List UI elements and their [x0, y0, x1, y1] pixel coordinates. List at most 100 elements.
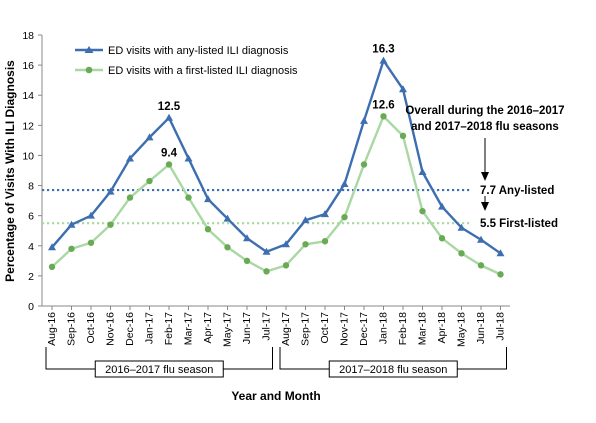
data-point-circle	[126, 194, 134, 201]
reference-line-label: 7.7 Any-listed	[480, 185, 554, 197]
x-tick-label: Dec-16	[124, 312, 136, 346]
y-tick-label: 2	[28, 271, 34, 283]
y-tick-label: 18	[22, 30, 34, 42]
x-tick-label: Feb-18	[397, 312, 409, 345]
y-tick-label: 6	[28, 211, 34, 223]
data-point-circle	[87, 239, 95, 246]
x-tick-label: Nov-16	[105, 312, 117, 346]
season-bracket-label-box	[94, 360, 224, 378]
data-point-triangle	[282, 240, 290, 248]
legend: ED visits with any-listed ILI diagnosis …	[75, 45, 298, 77]
season-bracket-label: 2016–2017 flu season	[105, 364, 213, 376]
x-tick-label: Dec-17	[358, 312, 370, 346]
x-tick-label: Apr-18	[436, 312, 448, 344]
data-point-circle	[458, 250, 465, 257]
data-point-triangle	[301, 216, 310, 224]
data-point-circle	[302, 241, 309, 248]
data-point-triangle	[204, 195, 212, 203]
data-point-circle	[282, 262, 290, 269]
x-tick-label: Oct-17	[319, 312, 331, 344]
data-point-triangle	[106, 187, 115, 195]
data-point-circle	[224, 244, 231, 251]
data-point-triangle	[165, 113, 173, 121]
x-tick-label: Jul-17	[261, 312, 273, 341]
annotation-line-1: Overall during the 2016–2017	[405, 105, 564, 117]
data-point-circle	[185, 194, 192, 201]
data-point-circle	[146, 177, 153, 185]
data-point-circle	[360, 161, 368, 168]
data-point-triangle	[126, 154, 134, 162]
x-tick-label: Feb-17	[163, 312, 175, 345]
x-tick-label: Oct-16	[85, 312, 97, 344]
x-tick-label: Jun-17	[241, 312, 253, 344]
data-point-triangle	[48, 243, 56, 251]
y-tick-label: 12	[22, 120, 34, 132]
y-tick-label: 10	[22, 150, 34, 162]
data-point-triangle	[145, 133, 154, 141]
data-point-triangle	[184, 154, 193, 162]
data-point-triangle	[457, 223, 466, 231]
data-point-circle	[321, 238, 329, 245]
y-tick-label: 0	[28, 301, 34, 313]
y-axis-title: Percentage of Visits With ILI Diagnosis	[3, 60, 17, 282]
y-tick-label: 14	[22, 90, 34, 102]
legend-label-any-listed: ED visits with any-listed ILI diagnosis	[108, 45, 289, 57]
x-tick-label: Jun-18	[475, 312, 487, 344]
annotation-arrow2-head	[481, 202, 489, 211]
data-point-circle	[165, 161, 173, 168]
x-tick-label: Mar-17	[183, 312, 195, 345]
legend-marker-circle	[85, 66, 93, 74]
series-line	[51, 59, 502, 255]
y-tick-label: 4	[28, 241, 34, 253]
series-line	[51, 115, 502, 276]
x-tick-label: Jan-17	[144, 312, 156, 344]
data-point-circle	[68, 245, 75, 252]
data-point-triangle	[243, 234, 251, 242]
x-tick-label: Sep-17	[300, 312, 312, 346]
data-point-triangle	[360, 116, 368, 124]
x-tick-label: Sep-16	[66, 312, 78, 346]
y-tick-label: 8	[28, 181, 34, 193]
data-point-circle	[399, 132, 407, 140]
data-point-circle	[204, 226, 212, 233]
x-tick-label: Aug-16	[46, 312, 58, 346]
legend-label-first-listed: ED visits with a first-listed ILI diagno…	[108, 65, 298, 77]
x-tick-label: Aug-17	[280, 312, 292, 346]
data-point-triangle	[67, 220, 76, 228]
season-bracket-label: 2017–2018 flu season	[339, 364, 447, 376]
x-tick-label: May-17	[222, 312, 234, 347]
data-point-circle	[419, 207, 426, 215]
data-point-circle	[107, 221, 114, 228]
data-point-circle	[341, 213, 348, 221]
x-axis-title: Year and Month	[231, 389, 320, 403]
data-point-triangle	[399, 85, 407, 93]
data-point-triangle	[262, 247, 271, 255]
data-point-triangle	[438, 202, 446, 210]
data-point-circle	[497, 271, 504, 278]
season-bracket-label-box	[328, 360, 458, 378]
annotation-line-2: and 2017–2018 flu seasons	[411, 121, 559, 133]
data-point-triangle	[340, 180, 349, 188]
legend-marker-triangle	[84, 46, 94, 53]
peak-data-label: 12.6	[372, 99, 394, 111]
reference-line-label: 5.5 First-listed	[480, 218, 558, 230]
x-tick-label: Apr-17	[202, 312, 214, 344]
x-tick-label: May-18	[456, 312, 468, 347]
x-tick-label: Jul-18	[495, 312, 507, 341]
data-point-circle	[48, 263, 56, 271]
data-point-circle	[243, 257, 251, 265]
data-point-triangle	[418, 168, 427, 176]
peak-data-label: 9.4	[161, 147, 178, 159]
peak-data-label: 12.5	[158, 101, 181, 113]
data-point-triangle	[477, 235, 485, 243]
data-point-triangle	[496, 249, 505, 257]
x-tick-label: Nov-17	[339, 312, 351, 346]
y-tick-label: 16	[22, 60, 34, 72]
peak-data-label: 16.3	[372, 44, 394, 56]
data-point-circle	[380, 113, 387, 120]
data-point-triangle	[223, 214, 232, 222]
data-point-triangle	[379, 56, 388, 64]
data-point-circle	[438, 235, 446, 242]
data-point-triangle	[87, 211, 95, 219]
